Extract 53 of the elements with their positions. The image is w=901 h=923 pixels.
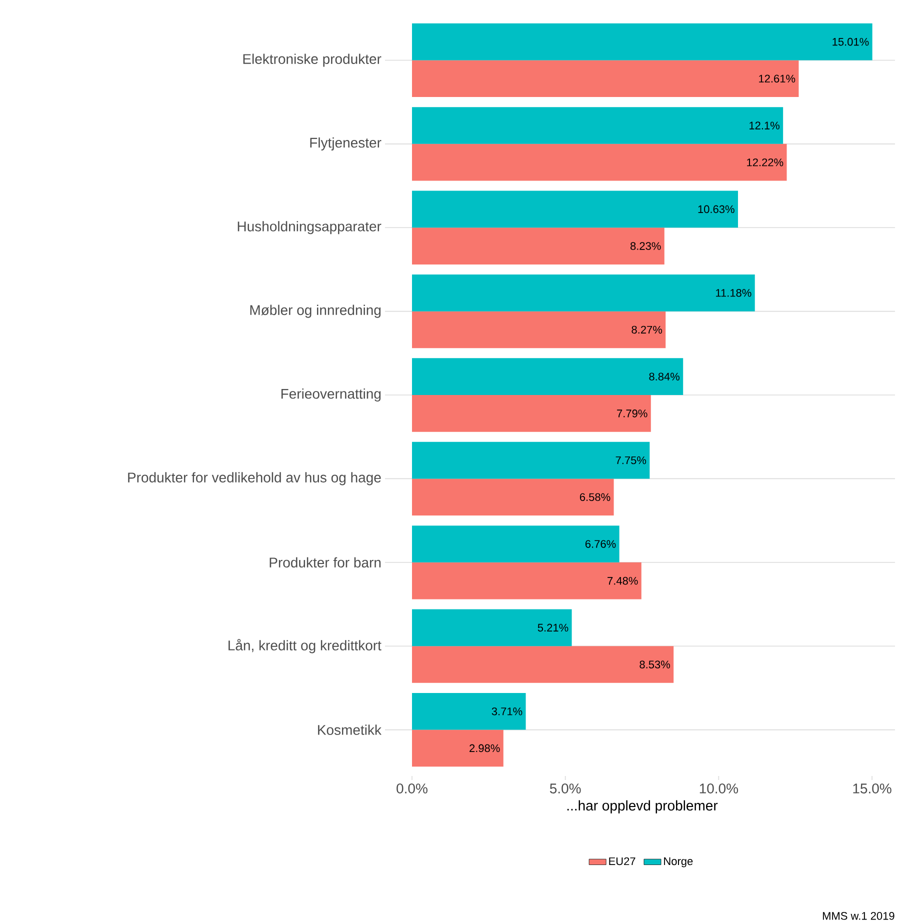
data-label: 8.84%	[649, 372, 680, 380]
data-label: 6.58%	[580, 493, 610, 502]
data-label: 6.76%	[585, 540, 616, 548]
data-label: 8.53%	[640, 660, 670, 668]
bar	[412, 274, 755, 312]
data-label: 3.71%	[492, 707, 522, 716]
y-tick-label: Elektroniske produkter	[243, 54, 382, 67]
bar	[412, 190, 738, 228]
y-tick-label: Møbler og innredning	[250, 304, 381, 318]
bar	[412, 311, 666, 348]
x-tick-label: 5.0%	[550, 784, 581, 794]
legend-label: EU27	[609, 857, 636, 866]
x-axis-title: ...har opplevd problemer	[567, 800, 718, 814]
data-label: 8.23%	[630, 242, 661, 250]
x-tick-label: 10.0%	[700, 784, 738, 794]
bar	[412, 562, 642, 600]
data-label: 2.98%	[470, 744, 500, 752]
x-tick-label: 15.0%	[853, 784, 892, 794]
legend-label: Norge	[664, 857, 693, 868]
data-label: 7.75%	[616, 456, 646, 464]
data-label: 12.61%	[759, 74, 796, 83]
data-label: 7.48%	[608, 576, 638, 585]
text: MMS w.1 2019	[822, 912, 894, 920]
y-tick-label: Produkter for barn	[270, 557, 381, 568]
y-tick-label: Lån, kreditt og kredittkort	[228, 639, 382, 654]
data-label: 12.22%	[747, 158, 784, 166]
bar	[412, 609, 572, 646]
data-label: 8.27%	[632, 326, 662, 334]
y-tick-label: Kosmetikk	[318, 724, 382, 735]
data-label: 7.79%	[617, 410, 648, 418]
data-label: 12.1%	[750, 122, 780, 130]
bar	[412, 526, 620, 562]
bar	[412, 730, 504, 767]
data-label: 5.21%	[538, 624, 568, 632]
data-label: 15.01%	[832, 38, 869, 46]
bar	[412, 107, 784, 144]
bar	[412, 646, 674, 683]
bar	[412, 228, 664, 264]
bar	[412, 442, 650, 479]
bar	[412, 23, 872, 60]
y-tick-label: Produkter for vedlikehold av hus og hage	[128, 472, 381, 486]
y-tick-label: Husholdningsapparater	[238, 221, 382, 234]
bar	[412, 395, 651, 432]
y-tick-label: Flytjenester	[310, 137, 382, 150]
data-label: 10.63%	[698, 205, 734, 214]
y-tick-label: Ferieovernatting	[281, 388, 381, 402]
bar	[412, 692, 526, 730]
bar	[412, 144, 787, 181]
bar	[412, 60, 799, 98]
data-label: 11.18%	[716, 288, 752, 297]
x-tick-label: 0.0%	[396, 784, 428, 794]
bar	[412, 478, 614, 516]
bar	[412, 358, 684, 396]
